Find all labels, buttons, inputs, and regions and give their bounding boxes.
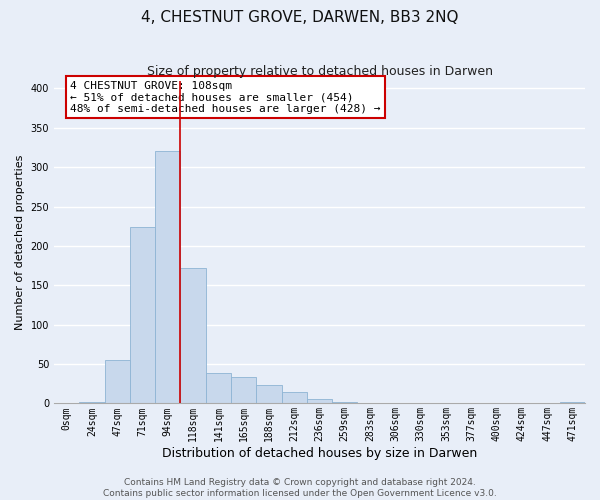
Bar bbox=[256, 386, 281, 404]
Title: Size of property relative to detached houses in Darwen: Size of property relative to detached ho… bbox=[146, 65, 493, 78]
X-axis label: Distribution of detached houses by size in Darwen: Distribution of detached houses by size … bbox=[162, 447, 477, 460]
Bar bbox=[130, 227, 155, 404]
Y-axis label: Number of detached properties: Number of detached properties bbox=[15, 154, 25, 330]
Bar bbox=[206, 372, 231, 404]
Bar bbox=[104, 360, 130, 404]
Text: Contains HM Land Registry data © Crown copyright and database right 2024.
Contai: Contains HM Land Registry data © Crown c… bbox=[103, 478, 497, 498]
Bar bbox=[560, 402, 585, 404]
Bar bbox=[181, 268, 206, 404]
Text: 4 CHESTNUT GROVE: 108sqm
← 51% of detached houses are smaller (454)
48% of semi-: 4 CHESTNUT GROVE: 108sqm ← 51% of detach… bbox=[70, 80, 380, 114]
Bar bbox=[79, 402, 104, 404]
Bar bbox=[332, 402, 358, 404]
Bar bbox=[155, 152, 181, 404]
Text: 4, CHESTNUT GROVE, DARWEN, BB3 2NQ: 4, CHESTNUT GROVE, DARWEN, BB3 2NQ bbox=[141, 10, 459, 25]
Bar bbox=[307, 400, 332, 404]
Bar bbox=[281, 392, 307, 404]
Bar bbox=[231, 378, 256, 404]
Bar bbox=[358, 402, 383, 404]
